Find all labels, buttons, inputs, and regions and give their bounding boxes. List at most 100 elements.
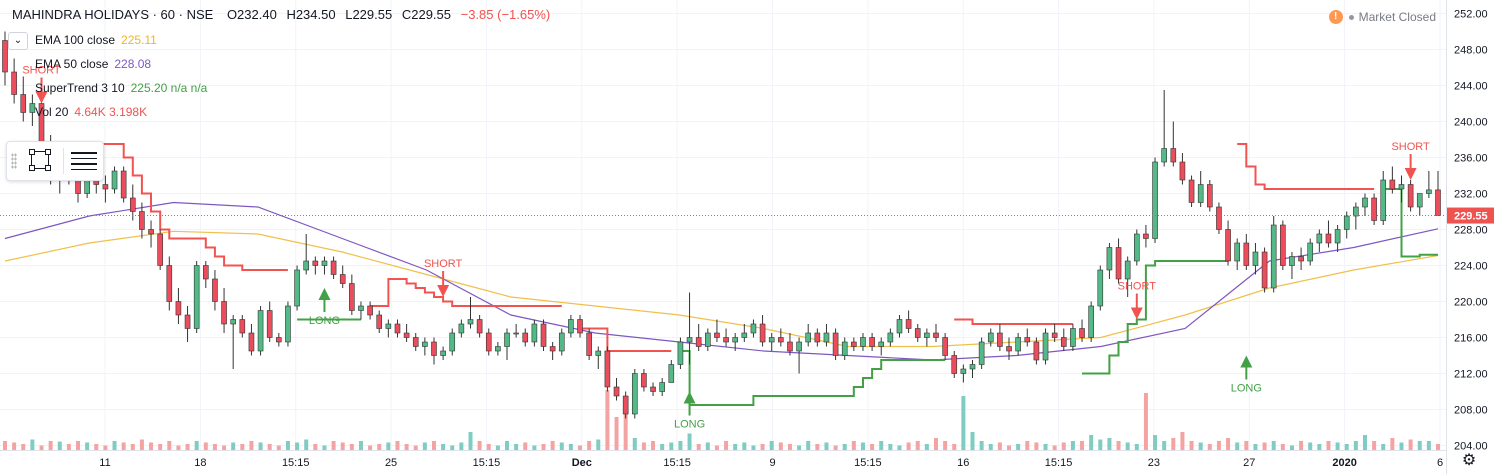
volume-bar xyxy=(48,441,53,450)
candle-body xyxy=(376,314,383,329)
grid xyxy=(0,0,1446,450)
candle-body xyxy=(705,332,711,347)
long-arrow xyxy=(1240,355,1253,368)
candle-body xyxy=(1015,337,1021,352)
legend-label: EMA 50 close xyxy=(35,57,109,71)
volume-bar xyxy=(714,445,719,450)
candle-body xyxy=(814,332,821,343)
candle-body xyxy=(1161,148,1167,163)
line-style-icon[interactable] xyxy=(71,152,97,174)
candle-body xyxy=(905,319,912,329)
volume-bar xyxy=(1280,444,1285,450)
legend-ema50[interactable]: EMA 50 close 228.08 xyxy=(35,57,151,71)
signals: SHORTLONGSHORTLONGSHORTLONGSHORTLONG xyxy=(22,65,1430,431)
ema100-line xyxy=(4,230,1439,348)
volume-bar xyxy=(1007,445,1012,450)
volume-bar xyxy=(1089,435,1094,450)
volume-bar xyxy=(541,444,546,450)
candle-body xyxy=(1006,346,1012,352)
candle-body xyxy=(987,332,994,343)
rectangle-tool-icon[interactable] xyxy=(29,149,51,171)
candle-body xyxy=(1389,179,1396,190)
volume-bar xyxy=(1381,444,1386,450)
price-change: −3.85 (−1.65%) xyxy=(460,7,551,22)
volume-bar xyxy=(1034,442,1039,450)
volume-bar xyxy=(450,445,455,450)
volume-bar xyxy=(258,442,263,450)
volume-bar xyxy=(76,441,81,450)
volume-bar xyxy=(696,444,701,450)
candle-body xyxy=(1243,242,1250,266)
long-arrow xyxy=(683,391,696,404)
market-status-text: Market Closed xyxy=(1358,10,1436,24)
volume-bar xyxy=(322,445,327,450)
supertrend-segment xyxy=(59,143,288,271)
volume-bar xyxy=(441,444,446,450)
volume-bar xyxy=(724,441,729,450)
volume-bar xyxy=(906,442,911,450)
candle-body xyxy=(695,337,702,347)
legend-volume[interactable]: Vol 20 4.64K 3.198K xyxy=(35,105,147,119)
volume-bar xyxy=(879,441,884,450)
volume-bar xyxy=(103,445,108,450)
candle-body xyxy=(230,319,236,325)
ohlc-close: C229.55 xyxy=(401,7,451,22)
volume-bar xyxy=(833,445,838,450)
drag-handle-icon[interactable] xyxy=(11,153,17,169)
legend-ema100[interactable]: EMA 100 close 225.11 xyxy=(35,33,157,47)
time-tick-label: Dec xyxy=(572,457,592,469)
candle-body xyxy=(841,341,848,356)
candle-body xyxy=(549,346,556,352)
candle-body xyxy=(422,341,428,347)
candle-body xyxy=(997,332,1003,347)
gear-icon[interactable]: ⚙ xyxy=(1461,452,1477,469)
volume-bar xyxy=(313,444,318,450)
candle-body xyxy=(878,341,885,347)
volume-bar xyxy=(806,441,811,450)
candle-body xyxy=(933,332,939,338)
volume-bar xyxy=(121,442,126,450)
candle-body xyxy=(495,346,501,352)
candle-body xyxy=(1088,305,1094,338)
volume-bar xyxy=(212,444,217,450)
market-status[interactable]: ! Market Closed xyxy=(1328,10,1436,24)
volume-bar xyxy=(1189,441,1194,450)
legend-value: 4.64K 3.198K xyxy=(74,105,148,119)
candle-body xyxy=(741,332,748,338)
candle-body xyxy=(1225,229,1231,262)
chevron-down-icon[interactable]: ⌄ xyxy=(8,32,28,50)
supertrend-segment xyxy=(370,278,562,307)
candle-body xyxy=(440,350,446,356)
candle-body xyxy=(951,355,958,374)
supertrend-segment xyxy=(1082,260,1229,375)
candle-body xyxy=(248,332,255,352)
volume-bar xyxy=(651,441,656,450)
price-tick-label: 232.00 xyxy=(1454,189,1488,201)
candle-body xyxy=(266,310,273,338)
candle-body xyxy=(896,319,903,334)
volume-bar xyxy=(778,442,783,450)
volume-bar xyxy=(167,441,172,450)
legend-supertrend[interactable]: SuperTrend 3 10 225.20 n/a n/a xyxy=(35,81,207,95)
candle-body xyxy=(1033,341,1040,361)
time-tick-label: 15:15 xyxy=(663,457,691,469)
candle-body xyxy=(276,337,282,343)
candle-body xyxy=(476,319,483,334)
candle-body xyxy=(522,332,529,343)
volume-bar xyxy=(149,442,154,450)
candle-body xyxy=(942,337,948,356)
drawing-toolbar[interactable] xyxy=(6,141,104,181)
candle-body xyxy=(129,197,136,212)
symbol-title[interactable]: MAHINDRA HOLIDAYS · 60 · NSE xyxy=(12,7,214,22)
candle-body xyxy=(668,364,675,383)
candle-body xyxy=(1143,233,1149,239)
volume-bar xyxy=(1317,444,1322,450)
price-tick-label: 252.00 xyxy=(1454,9,1488,21)
candle-body xyxy=(750,323,757,334)
volume-bar xyxy=(422,442,427,450)
volume-bar xyxy=(57,441,62,450)
candle-body xyxy=(768,337,775,343)
supertrend-segment xyxy=(1383,188,1438,258)
candle-body xyxy=(139,211,145,230)
